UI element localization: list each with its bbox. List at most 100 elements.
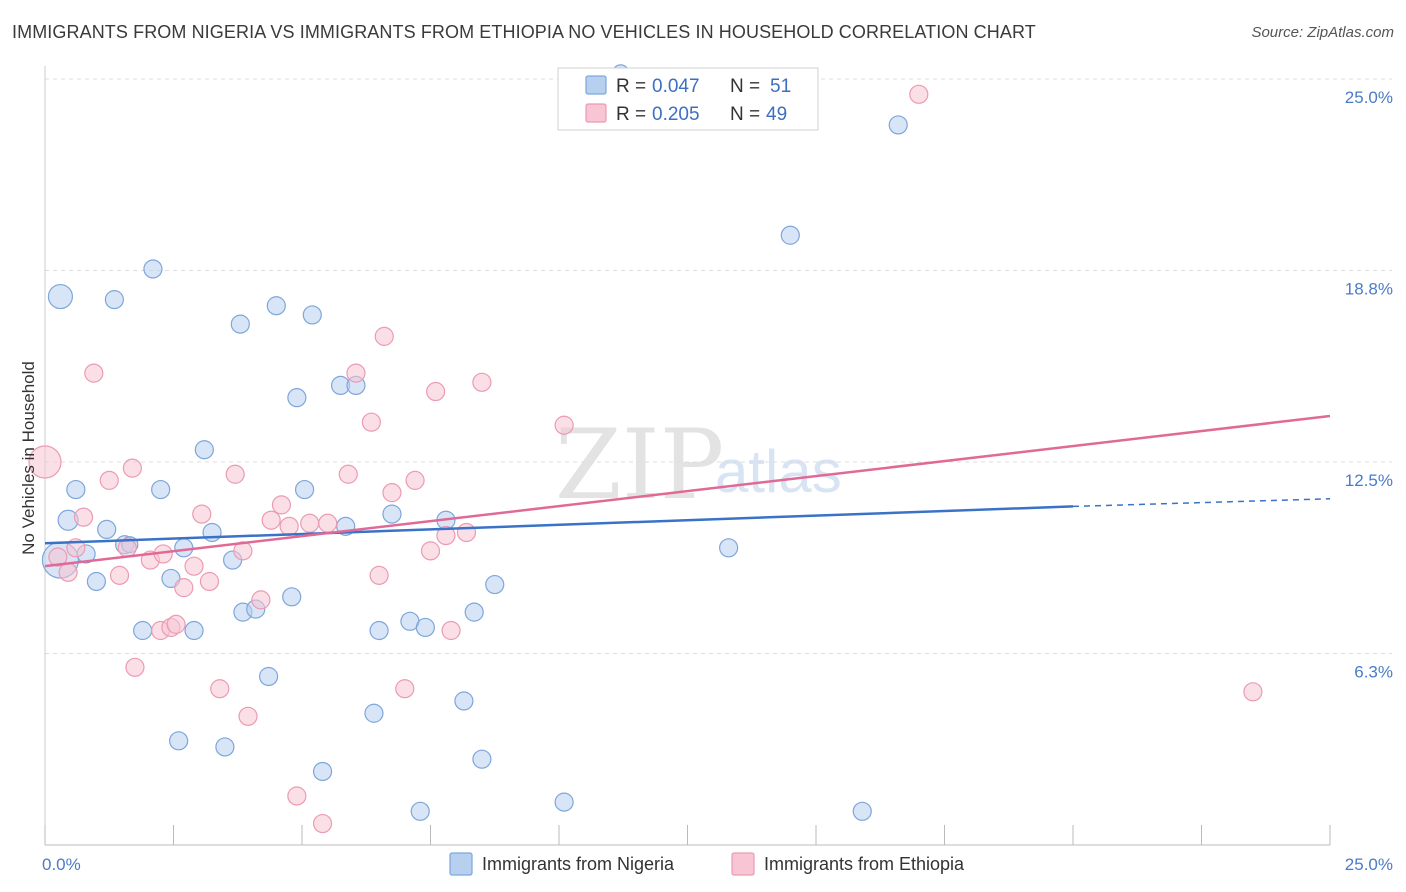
series-legend: Immigrants from Nigeria Immigrants from … — [449, 852, 965, 876]
point-nigeria — [202, 522, 222, 543]
point-ethiopia — [238, 706, 258, 726]
point-ethiopia — [1243, 682, 1263, 702]
point-nigeria — [266, 296, 286, 316]
point-ethiopia — [441, 620, 461, 641]
point-nigeria — [97, 519, 117, 540]
legend-n-label-nigeria: N = — [730, 76, 760, 97]
legend-n-label-ethiopia: N = — [730, 104, 760, 125]
chart-title: IMMIGRANTS FROM NIGERIA VS IMMIGRANTS FR… — [12, 22, 1036, 42]
point-nigeria — [410, 801, 430, 821]
series-legend-swatch-nigeria — [449, 852, 473, 876]
y-tick-label: 6.3% — [1354, 663, 1393, 682]
legend-swatch-nigeria — [585, 75, 607, 95]
grid — [45, 78, 1392, 654]
point-ethiopia — [382, 483, 402, 503]
point-ethiopia — [199, 571, 220, 592]
point-nigeria — [719, 538, 739, 558]
point-nigeria — [464, 602, 484, 622]
point-ethiopia — [405, 470, 425, 490]
point-nigeria — [86, 571, 107, 592]
legend-swatch-ethiopia — [585, 103, 607, 123]
y-tick-label: 12.5% — [1345, 471, 1393, 490]
source-credit: Source: ZipAtlas.com — [1251, 24, 1394, 41]
point-nigeria — [415, 617, 435, 638]
legend-r-value-ethiopia: 0.205 — [652, 104, 700, 125]
point-nigeria — [169, 731, 189, 751]
point-ethiopia — [166, 614, 186, 634]
point-ethiopia — [395, 679, 415, 699]
point-nigeria — [151, 479, 171, 500]
point-nigeria — [282, 587, 302, 607]
watermark: ZIP atlas — [555, 409, 842, 521]
point-ethiopia — [192, 504, 212, 524]
point-ethiopia — [554, 415, 574, 435]
point-nigeria — [454, 691, 474, 711]
stats-legend: R = 0.047 N = 51 R = 0.205 N = 49 — [557, 67, 819, 131]
point-ethiopia — [369, 565, 389, 585]
point-nigeria — [369, 620, 389, 641]
point-nigeria — [133, 620, 153, 641]
point-nigeria — [287, 388, 307, 408]
point-ethiopia — [84, 363, 104, 383]
point-nigeria — [852, 801, 872, 821]
point-ethiopia — [426, 381, 446, 402]
point-ethiopia — [300, 513, 320, 533]
point-nigeria — [104, 290, 124, 310]
point-nigeria — [230, 314, 250, 334]
point-ethiopia — [287, 786, 307, 806]
point-nigeria — [258, 666, 279, 687]
point-ethiopia — [48, 547, 68, 567]
point-ethiopia — [174, 578, 194, 598]
point-nigeria — [184, 620, 204, 641]
point-ethiopia — [184, 556, 204, 576]
point-ethiopia — [109, 565, 130, 585]
point-ethiopia — [279, 516, 299, 536]
series-legend-swatch-ethiopia — [731, 852, 755, 876]
point-nigeria — [554, 792, 574, 812]
legend-r-label-ethiopia: R = — [616, 104, 646, 125]
trend-lines — [44, 414, 1331, 568]
point-ethiopia — [261, 510, 281, 530]
point-ethiopia — [73, 507, 94, 527]
point-nigeria — [194, 440, 214, 460]
point-nigeria — [174, 538, 194, 558]
point-nigeria — [780, 225, 800, 245]
point-nigeria — [66, 479, 86, 500]
point-ethiopia — [456, 522, 477, 543]
point-ethiopia — [346, 363, 366, 383]
trend-extension-nigeria — [1072, 498, 1331, 508]
point-nigeria — [215, 737, 235, 757]
point-ethiopia — [338, 464, 358, 484]
x-tick-label: 0.0% — [42, 855, 81, 874]
point-ethiopia — [28, 445, 62, 479]
trend-line-nigeria — [44, 505, 1074, 545]
point-ethiopia — [210, 679, 230, 699]
axes: 6.3% 12.5% 18.8% 25.0% 0.0% 25.0% — [42, 66, 1393, 874]
point-ethiopia — [472, 372, 492, 392]
point-ethiopia — [361, 412, 381, 432]
point-nigeria — [312, 761, 333, 782]
x-tick-label: 25.0% — [1345, 855, 1393, 874]
point-nigeria — [294, 479, 315, 500]
point-ethiopia — [909, 84, 929, 104]
data-points — [28, 64, 1263, 834]
point-ethiopia — [271, 495, 292, 515]
y-axis-label: No Vehicles in Household — [19, 361, 38, 555]
point-ethiopia — [125, 657, 145, 677]
series-legend-label-nigeria: Immigrants from Nigeria — [482, 854, 675, 874]
point-nigeria — [302, 305, 322, 325]
point-nigeria — [382, 504, 402, 524]
legend-n-value-nigeria: 51 — [770, 76, 791, 97]
point-ethiopia — [99, 470, 119, 490]
trend-line-ethiopia — [44, 414, 1331, 568]
watermark-atlas: atlas — [715, 438, 842, 505]
point-ethiopia — [225, 464, 245, 484]
legend-r-label-nigeria: R = — [616, 76, 646, 97]
point-ethiopia — [312, 813, 333, 834]
point-nigeria — [364, 703, 384, 723]
point-ethiopia — [122, 458, 142, 478]
point-nigeria — [472, 749, 492, 769]
point-ethiopia — [436, 525, 456, 546]
point-nigeria — [485, 574, 505, 595]
